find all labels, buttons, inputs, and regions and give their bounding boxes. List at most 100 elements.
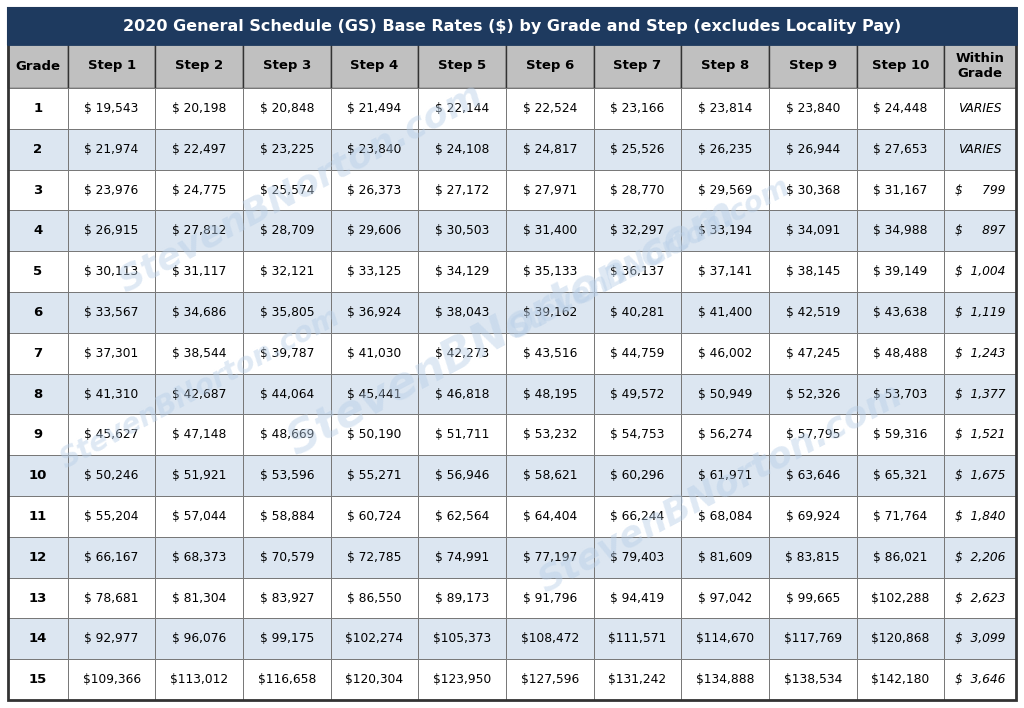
Text: VARIES: VARIES xyxy=(958,143,1001,156)
Text: $ 71,764: $ 71,764 xyxy=(873,510,928,523)
Bar xyxy=(944,414,1016,455)
Text: $120,868: $120,868 xyxy=(871,632,930,645)
Text: $ 32,121: $ 32,121 xyxy=(260,265,314,278)
Bar xyxy=(8,88,68,129)
Bar xyxy=(857,537,944,578)
Text: $ 26,373: $ 26,373 xyxy=(347,183,401,197)
Bar xyxy=(8,129,68,170)
Bar xyxy=(944,210,1016,251)
Text: $     799: $ 799 xyxy=(955,183,1006,197)
Bar xyxy=(419,618,506,659)
Text: $ 68,084: $ 68,084 xyxy=(698,510,753,523)
Bar xyxy=(8,537,68,578)
Text: $ 66,244: $ 66,244 xyxy=(610,510,665,523)
Bar xyxy=(681,292,769,333)
Text: $ 27,653: $ 27,653 xyxy=(873,143,928,156)
Text: 6: 6 xyxy=(33,306,43,319)
Bar xyxy=(944,251,1016,292)
Bar xyxy=(857,251,944,292)
Bar xyxy=(156,44,243,88)
Bar xyxy=(419,496,506,537)
Bar xyxy=(68,129,156,170)
Bar xyxy=(944,537,1016,578)
Bar xyxy=(769,210,857,251)
Text: $ 27,971: $ 27,971 xyxy=(522,183,577,197)
Text: Step 8: Step 8 xyxy=(701,59,750,72)
Text: $ 39,162: $ 39,162 xyxy=(522,306,577,319)
Bar xyxy=(944,129,1016,170)
Bar xyxy=(8,292,68,333)
Bar xyxy=(243,170,331,210)
Text: 7: 7 xyxy=(34,347,42,360)
Text: 4: 4 xyxy=(33,224,43,237)
Text: StevenBNorton.com: StevenBNorton.com xyxy=(281,191,743,464)
Bar xyxy=(156,537,243,578)
Text: $ 36,137: $ 36,137 xyxy=(610,265,665,278)
Text: $ 49,572: $ 49,572 xyxy=(610,387,665,401)
Bar xyxy=(331,129,419,170)
Bar xyxy=(594,44,681,88)
Text: $ 41,310: $ 41,310 xyxy=(84,387,138,401)
Text: $ 96,076: $ 96,076 xyxy=(172,632,226,645)
Text: $  1,243: $ 1,243 xyxy=(955,347,1006,360)
Text: $ 58,884: $ 58,884 xyxy=(259,510,314,523)
Text: $ 31,117: $ 31,117 xyxy=(172,265,226,278)
Bar xyxy=(506,578,594,618)
Text: 14: 14 xyxy=(29,632,47,645)
Text: $ 25,574: $ 25,574 xyxy=(260,183,314,197)
Text: $ 60,724: $ 60,724 xyxy=(347,510,401,523)
Text: $ 22,524: $ 22,524 xyxy=(522,102,578,115)
Bar xyxy=(594,537,681,578)
Text: $138,534: $138,534 xyxy=(783,673,842,686)
Bar xyxy=(156,414,243,455)
Bar xyxy=(594,578,681,618)
Bar xyxy=(68,455,156,496)
Bar xyxy=(68,618,156,659)
Bar xyxy=(156,88,243,129)
Text: $  1,377: $ 1,377 xyxy=(955,387,1006,401)
Bar xyxy=(681,618,769,659)
Text: $ 97,042: $ 97,042 xyxy=(698,591,753,605)
Text: $ 28,709: $ 28,709 xyxy=(260,224,314,237)
Bar xyxy=(769,659,857,700)
Text: 10: 10 xyxy=(29,469,47,482)
Text: $ 30,368: $ 30,368 xyxy=(785,183,840,197)
Bar xyxy=(156,170,243,210)
Text: $ 59,316: $ 59,316 xyxy=(873,428,928,441)
Text: $ 45,441: $ 45,441 xyxy=(347,387,401,401)
Text: 3: 3 xyxy=(33,183,43,197)
Text: $ 19,543: $ 19,543 xyxy=(84,102,139,115)
Text: $ 34,091: $ 34,091 xyxy=(785,224,840,237)
Bar xyxy=(331,374,419,414)
Text: $  1,675: $ 1,675 xyxy=(955,469,1006,482)
Bar xyxy=(769,292,857,333)
Text: $  1,119: $ 1,119 xyxy=(955,306,1006,319)
Bar xyxy=(243,496,331,537)
Text: $ 53,596: $ 53,596 xyxy=(260,469,314,482)
Text: $ 40,281: $ 40,281 xyxy=(610,306,665,319)
Bar xyxy=(68,210,156,251)
Text: $ 65,321: $ 65,321 xyxy=(873,469,928,482)
Bar xyxy=(419,251,506,292)
Bar xyxy=(243,129,331,170)
Text: $ 38,043: $ 38,043 xyxy=(435,306,489,319)
Text: $114,670: $114,670 xyxy=(696,632,755,645)
Bar xyxy=(944,618,1016,659)
Text: $ 58,621: $ 58,621 xyxy=(522,469,578,482)
Text: $  1,840: $ 1,840 xyxy=(955,510,1006,523)
Text: $117,769: $117,769 xyxy=(783,632,842,645)
Bar xyxy=(243,210,331,251)
Text: $  1,004: $ 1,004 xyxy=(955,265,1006,278)
Text: $ 34,988: $ 34,988 xyxy=(873,224,928,237)
Bar xyxy=(156,659,243,700)
Bar xyxy=(243,414,331,455)
Bar xyxy=(68,44,156,88)
Bar xyxy=(68,374,156,414)
Text: $ 21,494: $ 21,494 xyxy=(347,102,401,115)
Text: $ 83,815: $ 83,815 xyxy=(785,551,840,564)
Bar xyxy=(506,129,594,170)
Text: $ 56,274: $ 56,274 xyxy=(698,428,753,441)
Text: $ 99,175: $ 99,175 xyxy=(260,632,314,645)
Bar xyxy=(944,455,1016,496)
Bar xyxy=(681,455,769,496)
